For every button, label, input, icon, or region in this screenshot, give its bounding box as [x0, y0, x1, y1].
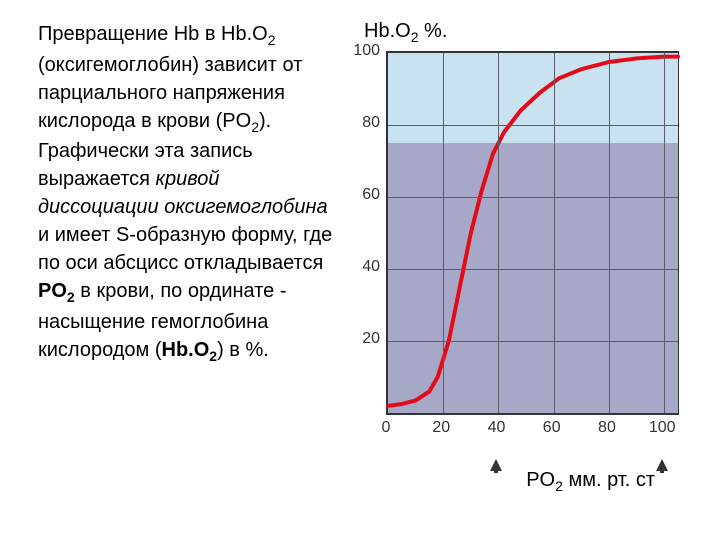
x-tick-label: 100 — [649, 419, 676, 437]
plot-area — [386, 51, 679, 415]
chart-region: Hb.O2 %. 10080604020 0 20 40 60 80 100 PO2 мм… — [341, 20, 695, 494]
x-tick-label: 0 — [382, 419, 391, 437]
x-tick-label: 60 — [543, 419, 561, 437]
arrow-up-icon — [488, 459, 504, 473]
body-text: Превращение Hb в Hb.O2 (оксигемоглобин) … — [38, 20, 341, 494]
y-axis-title: Hb.O2 %. — [346, 20, 695, 45]
x-tick-label: 20 — [432, 419, 450, 437]
dissociation-curve — [388, 53, 678, 413]
arrow-up-icon — [654, 459, 670, 473]
x-axis-title: PO2 мм. рт. ст — [346, 469, 695, 494]
x-tick-label: 40 — [488, 419, 506, 437]
x-tick-label: 80 — [598, 419, 616, 437]
y-axis-ticks: 10080604020 — [346, 51, 386, 411]
x-axis-ticks: 020406080100 — [386, 415, 676, 435]
